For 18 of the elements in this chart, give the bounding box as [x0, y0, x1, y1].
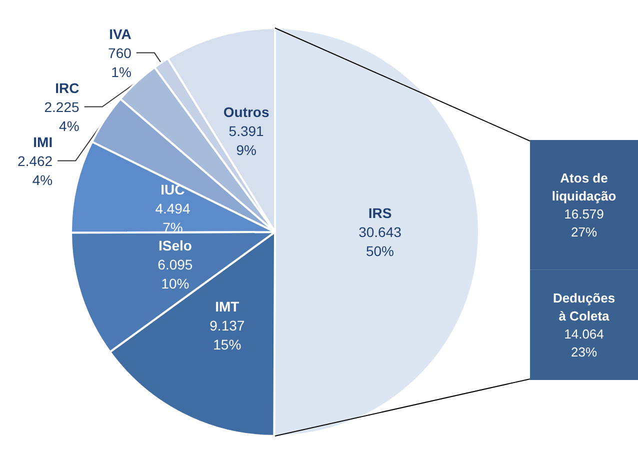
- series-label: Deduções à Coleta: [552, 290, 616, 324]
- slice-label: ISelo: [158, 238, 192, 254]
- slice-label: IMI: [33, 134, 53, 150]
- slice-label: IRS: [368, 205, 392, 222]
- slice-label: IRC: [55, 80, 80, 96]
- data-label: 16.579 27%: [564, 206, 604, 240]
- data-label: 30.643 50%: [358, 224, 402, 260]
- data-label: 6.095 10%: [158, 256, 193, 292]
- series-label: Atos de liquidação: [552, 170, 616, 204]
- slice-label: Outros: [223, 104, 270, 120]
- data-label: 2.225 4%: [44, 98, 80, 134]
- slice-label: IVA: [109, 26, 132, 42]
- data-label: 5.391 9%: [228, 122, 264, 158]
- slice-label: IMT: [215, 298, 240, 314]
- data-label: 760 1%: [108, 44, 132, 80]
- data-label: 14.064 23%: [564, 326, 604, 360]
- data-label: 2.462 4%: [18, 152, 53, 188]
- data-label: 9.137 15%: [210, 317, 245, 352]
